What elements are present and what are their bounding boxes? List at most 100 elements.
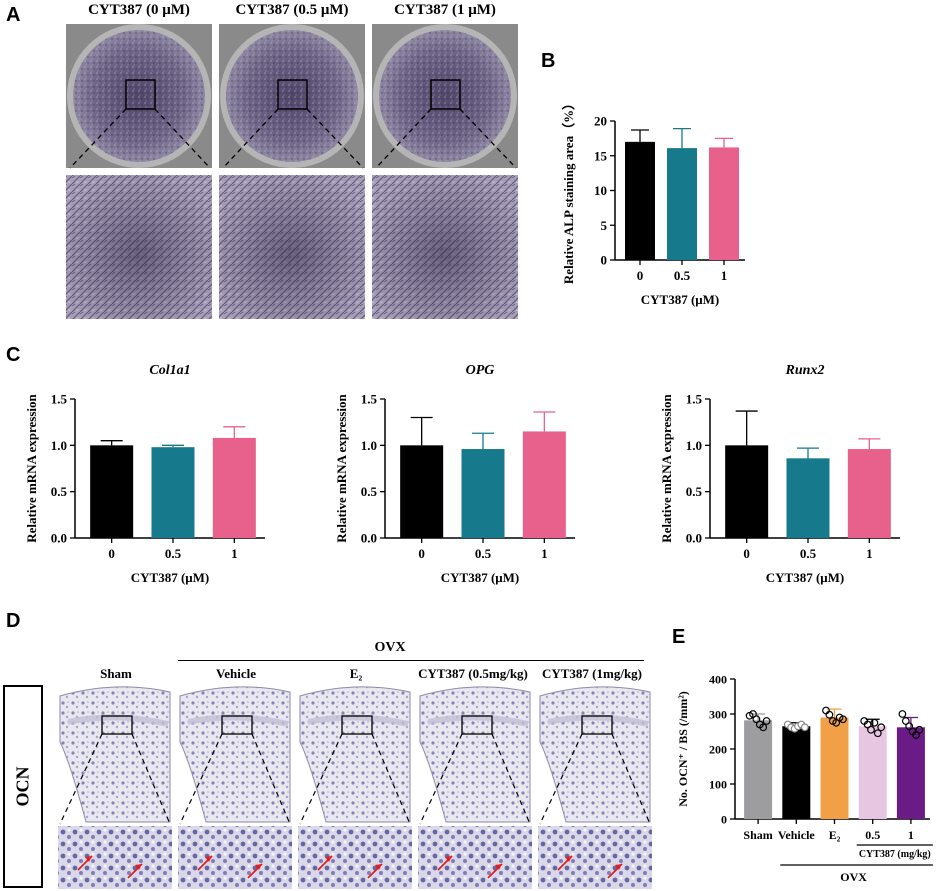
chart-c2-bar (400, 445, 444, 538)
chart-b: Relative ALP staining area（%） 0 5 10 15 20 0 0.… (561, 97, 745, 307)
chart-e-bar (858, 726, 887, 819)
chart-c1-ylabel: Relative mRNA expression (24, 393, 39, 542)
panel-a-header-0: CYT387 (0 μM) (88, 2, 190, 18)
micrograph-0 (66, 175, 212, 319)
panel-letter-d: D (6, 610, 21, 632)
panel-d-group-3: CYT387 (0.5mg/kg) (418, 666, 528, 681)
chart-c1-title: Col1a1 (149, 363, 190, 378)
chart-b-ytick-label: 20 (594, 114, 607, 129)
chart-e-point (873, 729, 882, 738)
chart-c3-bar (786, 458, 830, 538)
ocn-zoom-3 (418, 826, 532, 889)
chart-c2-xtick-label: 0 (418, 546, 425, 561)
chart-c3-xtick-label: 0.5 (800, 546, 817, 561)
chart-c1-xlabel: CYT387 (μM) (131, 570, 210, 585)
chart-c1-bar (90, 445, 134, 538)
panel-a-header-1: CYT387 (0.5 μM) (235, 2, 349, 18)
panel-d-group-4: CYT387 (1mg/kg) (541, 666, 643, 681)
chart-e-xtick-label: E₂ (829, 828, 841, 842)
chart-b-bar (667, 148, 697, 260)
chart-b-xtick-label: 1 (721, 268, 728, 283)
chart-e-point (877, 723, 886, 732)
chart-c3-xlabel: CYT387 (μM) (766, 570, 845, 585)
chart-b-ylabel: Relative ALP staining area（%） (561, 97, 576, 284)
chart-c3-xtick-label: 0 (743, 546, 750, 561)
ocn-label-box (3, 685, 43, 888)
chart-c2-ytick-label: 1.0 (361, 438, 377, 453)
chart-b-bar (709, 147, 739, 260)
chart-e-ytick-label: 300 (709, 708, 727, 722)
chart-c1-bar (151, 447, 195, 538)
panel-d-group-1: Vehicle (216, 666, 256, 681)
chart-c2-ylabel: Relative mRNA expression (334, 393, 349, 542)
chart-c3-ytick-label: 0.0 (686, 531, 702, 546)
panel-d-ovx-line (178, 660, 644, 661)
chart-c-opg: OPG Relative mRNA expression 0.0 0.5 1.0 1.5 0… (334, 363, 575, 585)
chart-c-col1a1: Col1a1 Relative mRNA expression 0.0 0.5 1.0 1… (24, 363, 265, 585)
chart-c2-ytick-label: 0.5 (361, 484, 378, 499)
ocn-section-0 (58, 682, 172, 825)
chart-e-point (905, 722, 914, 731)
chart-e-bar (744, 720, 773, 819)
chart-e-ytick-label: 0 (721, 813, 727, 827)
ocn-section-2 (298, 682, 412, 825)
chart-c1-ytick-label: 0.5 (51, 484, 68, 499)
panel-letter-b: B (541, 50, 556, 72)
chart-e-ytick-label: 200 (709, 743, 727, 757)
chart-e-ylabel: No. OCN⁺ / BS (/mm²) (676, 691, 690, 807)
panel-d-group-0: Sham (100, 666, 132, 681)
chart-c3-ytick-label: 1.5 (686, 392, 703, 407)
chart-c1-xtick-label: 0.5 (165, 546, 182, 561)
chart-c3-title: Runx2 (785, 363, 825, 378)
chart-e-xtick-label: Vehicle (778, 828, 816, 842)
ocn-section-4 (538, 682, 652, 825)
chart-c1-xtick-label: 0 (108, 546, 115, 561)
chart-e-point (832, 718, 841, 727)
ocn-section-1 (178, 682, 292, 825)
chart-c2-xtick-label: 0.5 (475, 546, 492, 561)
chart-c-runx2: Runx2 Relative mRNA expression 0.0 0.5 1.0 1.… (659, 363, 900, 585)
panel-letter-c: C (6, 344, 21, 366)
micrograph-2 (372, 175, 518, 319)
chart-e-ytick-label: 100 (709, 778, 727, 792)
chart-e-point (800, 723, 809, 732)
micrograph-1 (219, 175, 365, 319)
chart-b-xlabel: CYT387 (μM) (641, 292, 720, 307)
panel-letter-a: A (6, 4, 21, 26)
chart-e-ytick-label: 400 (709, 673, 727, 687)
chart-e-cyt-label: CYT387 (mg/kg) (859, 849, 931, 860)
ocn-zoom-0 (58, 826, 172, 889)
ocn-zoom-1 (178, 826, 292, 889)
chart-e-point (870, 718, 879, 727)
chart-b-ytick-label: 10 (594, 183, 607, 198)
chart-c3-ytick-label: 0.5 (686, 484, 703, 499)
chart-c1-ytick-label: 1.5 (51, 392, 68, 407)
chart-e-bar (820, 717, 849, 819)
panel-d-group-2: E₂ (349, 666, 363, 681)
chart-e-ovx-label: OVX (840, 870, 867, 884)
chart-b-ytick-label: 0 (601, 253, 608, 268)
ocn-zoom-2 (298, 826, 412, 889)
chart-c1-bar (212, 437, 256, 538)
chart-e-point (825, 710, 834, 719)
chart-e-point (762, 717, 771, 725)
chart-c3-ytick-label: 1.0 (686, 438, 702, 453)
chart-c3-bar (847, 449, 891, 538)
chart-b-ytick-label: 15 (594, 148, 608, 163)
panel-letter-e: E (672, 626, 686, 648)
chart-e-point (839, 715, 847, 724)
chart-e-bar (896, 727, 925, 819)
chart-e-point (898, 710, 907, 718)
chart-e-xtick-label: 1 (908, 828, 914, 842)
well-image-2 (372, 24, 518, 169)
chart-c2-xlabel: CYT387 (μM) (441, 570, 520, 585)
ocn-label: OCN (12, 766, 33, 807)
chart-c2-bar (522, 431, 566, 538)
chart-e-point (915, 725, 924, 734)
chart-e-xtick-label: 0.5 (865, 828, 880, 842)
chart-e-point (863, 720, 872, 729)
well-image-0 (66, 24, 212, 169)
chart-e: No. OCN⁺ / BS (/mm²) 0 100 200 300 400 Sham Veh… (676, 673, 933, 884)
chart-b-xtick-label: 0.5 (674, 268, 691, 283)
